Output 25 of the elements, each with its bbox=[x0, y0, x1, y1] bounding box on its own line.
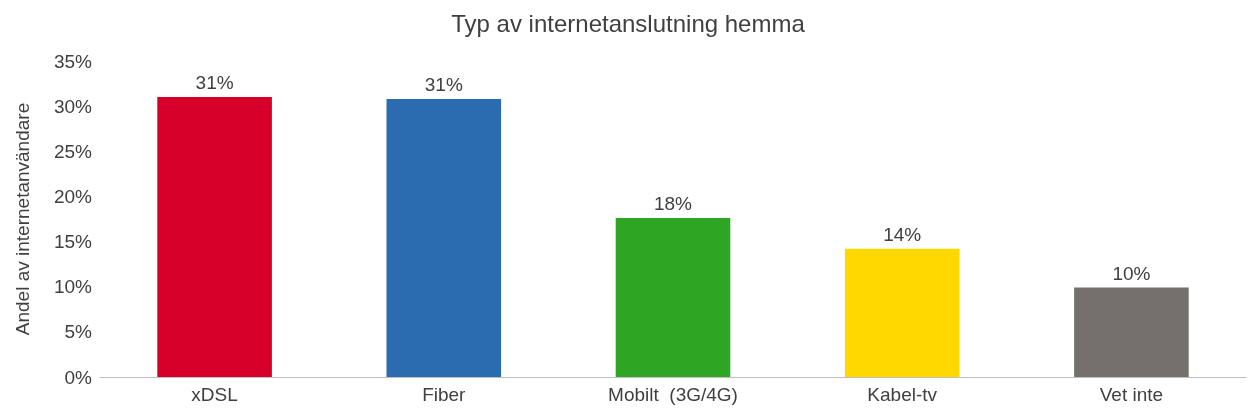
y-tick-label: 15% bbox=[53, 231, 93, 253]
bar bbox=[386, 98, 502, 377]
x-tick-label: Mobilt (3G/4G) bbox=[608, 384, 738, 405]
data-label: 10% bbox=[1112, 262, 1151, 284]
y-tick-label: 10% bbox=[53, 276, 93, 298]
data-label: 31% bbox=[195, 72, 234, 94]
y-tick-label: 25% bbox=[53, 140, 93, 162]
y-tick-label: 30% bbox=[53, 95, 93, 117]
y-tick-label: 35% bbox=[53, 50, 93, 72]
x-tick-label: Vet inte bbox=[1099, 384, 1164, 405]
data-label: 14% bbox=[883, 223, 922, 245]
data-label: 18% bbox=[653, 193, 693, 215]
y-tick-label: 0% bbox=[64, 366, 93, 388]
y-tick-label: 20% bbox=[53, 185, 93, 207]
bar bbox=[1074, 287, 1189, 377]
y-axis-title: Andel av internetanvändare bbox=[12, 102, 33, 336]
x-tick-label: Kabel-tv bbox=[867, 384, 938, 405]
data-label: 31% bbox=[424, 73, 463, 95]
x-tick-label: Fiber bbox=[422, 384, 467, 405]
bar bbox=[615, 218, 731, 377]
chart-title: Typ av internetanslutning hemma bbox=[451, 9, 806, 37]
x-tick-label: xDSL bbox=[191, 384, 238, 405]
bar bbox=[157, 97, 272, 377]
bar bbox=[844, 248, 960, 377]
y-tick-label: 5% bbox=[64, 321, 93, 343]
